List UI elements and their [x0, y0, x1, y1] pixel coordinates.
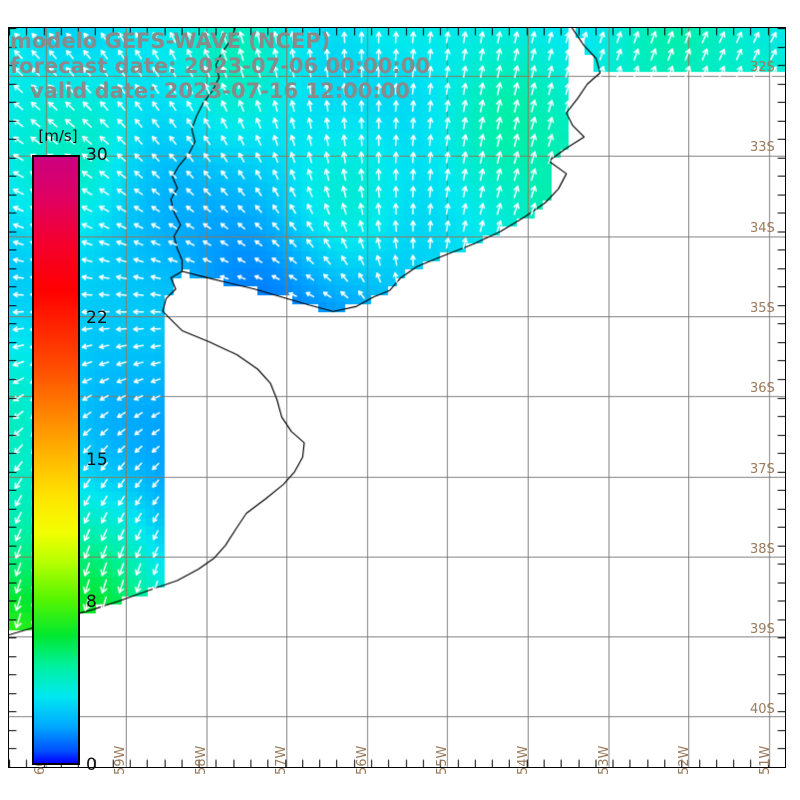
colorbar-tick-22: 22 — [86, 307, 108, 328]
colorbar-tick-15: 15 — [86, 450, 108, 470]
wind-field-canvas — [9, 28, 785, 767]
colorbar-gradient — [32, 155, 80, 765]
colorbar-unit-label: [m/s] — [38, 127, 78, 145]
colorbar-tick-8: 8 — [86, 592, 97, 613]
colorbar-group: [m/s] 30 22 15 8 0 — [32, 127, 108, 775]
colorbar-tick-30: 30 — [86, 145, 108, 165]
colorbar-tick-0: 0 — [86, 755, 97, 775]
map-frame — [8, 27, 786, 768]
